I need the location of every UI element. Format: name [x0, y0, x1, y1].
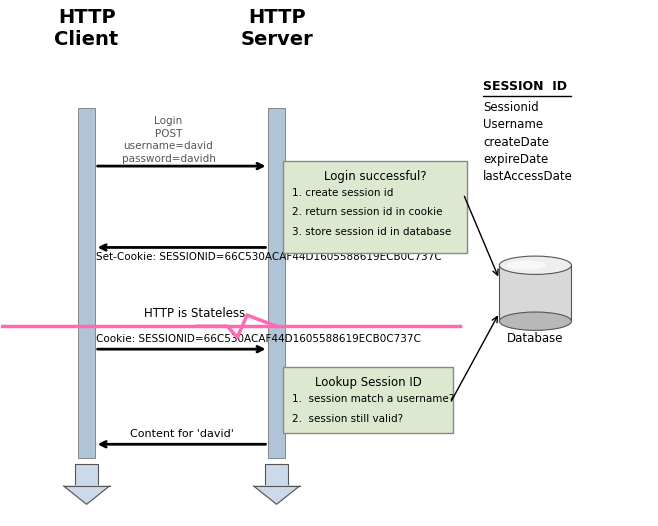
- Text: expireDate: expireDate: [483, 153, 548, 166]
- Text: HTTP
Client: HTTP Client: [55, 8, 118, 49]
- Text: Login successful?: Login successful?: [324, 170, 426, 183]
- Ellipse shape: [507, 261, 546, 270]
- Text: Database: Database: [507, 332, 564, 346]
- Text: 1. create session id: 1. create session id: [291, 188, 393, 198]
- Text: Login
POST
username=david
password=davidh: Login POST username=david password=david…: [122, 116, 215, 164]
- FancyBboxPatch shape: [268, 108, 285, 459]
- Polygon shape: [253, 486, 299, 504]
- Text: Content for 'david': Content for 'david': [130, 429, 234, 439]
- Ellipse shape: [499, 312, 571, 330]
- Text: Set-Cookie: SESSIONID=66C530ACAF44D1605588619ECB0C737C: Set-Cookie: SESSIONID=66C530ACAF44D16055…: [96, 251, 442, 261]
- FancyBboxPatch shape: [499, 265, 571, 321]
- Text: HTTP
Server: HTTP Server: [240, 8, 313, 49]
- Text: 3. store session id in database: 3. store session id in database: [291, 227, 451, 237]
- Text: lastAccessDate: lastAccessDate: [483, 170, 573, 183]
- Text: Lookup Session ID: Lookup Session ID: [315, 376, 422, 389]
- Polygon shape: [64, 486, 109, 504]
- Text: HTTP is Stateless: HTTP is Stateless: [144, 307, 245, 320]
- FancyBboxPatch shape: [283, 367, 453, 433]
- Text: Sessionid: Sessionid: [483, 101, 539, 114]
- Text: 2. return session id in cookie: 2. return session id in cookie: [291, 207, 442, 217]
- FancyBboxPatch shape: [265, 463, 288, 486]
- FancyBboxPatch shape: [78, 108, 95, 459]
- Text: 2.  session still valid?: 2. session still valid?: [291, 414, 403, 424]
- Text: createDate: createDate: [483, 136, 549, 148]
- Text: 1.  session match a username?: 1. session match a username?: [291, 394, 454, 404]
- Text: Cookie: SESSIONID=66C530ACAF44D1605588619ECB0C737C: Cookie: SESSIONID=66C530ACAF44D160558861…: [96, 334, 421, 344]
- Text: Username: Username: [483, 118, 543, 132]
- Ellipse shape: [499, 256, 571, 275]
- Text: SESSION  ID: SESSION ID: [483, 79, 567, 93]
- FancyBboxPatch shape: [75, 463, 98, 486]
- FancyBboxPatch shape: [283, 161, 467, 252]
